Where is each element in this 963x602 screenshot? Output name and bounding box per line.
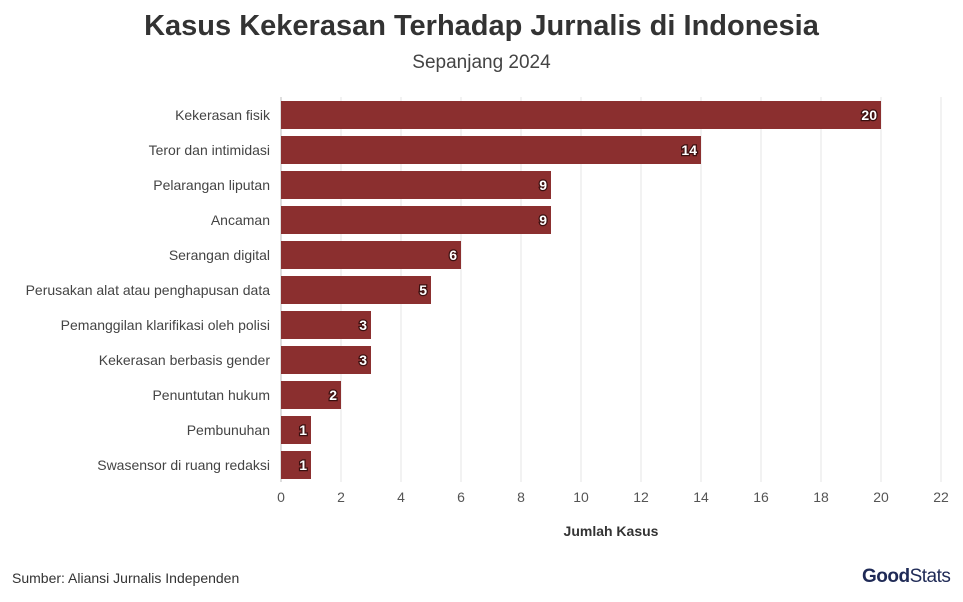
bar [281, 241, 461, 269]
category-label: Pelarangan liputan [153, 177, 270, 193]
data-label: 1 [299, 422, 307, 438]
x-tick-label: 12 [633, 489, 649, 505]
goodstats-logo: GoodStats [862, 566, 951, 588]
x-tick-label: 22 [933, 489, 949, 505]
data-label: 9 [539, 177, 547, 193]
category-label: Kekerasan fisik [175, 107, 271, 123]
x-tick-label: 16 [753, 489, 769, 505]
category-label: Ancaman [211, 212, 270, 228]
category-label: Swasensor di ruang redaksi [97, 457, 270, 473]
category-label: Kekerasan berbasis gender [99, 352, 271, 368]
data-label: 1 [299, 457, 307, 473]
bar [281, 101, 881, 129]
logo-good-text: Good [862, 566, 910, 587]
category-label: Perusakan alat atau penghapusan data [26, 282, 271, 298]
category-label: Penuntutan hukum [152, 387, 270, 403]
category-labels: Kekerasan fisik Teror dan intimidasi Pelar… [26, 107, 271, 473]
bar [281, 381, 341, 409]
data-labels: 20 14 9 9 6 5 3 3 2 1 1 [298, 106, 879, 475]
bars [281, 101, 881, 479]
bar [281, 346, 371, 374]
bar [281, 171, 551, 199]
bar [281, 451, 311, 479]
data-label: 9 [539, 212, 547, 228]
x-tick-label: 6 [457, 489, 465, 505]
logo-stats-text: Stats [909, 566, 951, 587]
x-tick-label: 14 [693, 489, 709, 505]
category-label: Teror dan intimidasi [149, 142, 270, 158]
category-label: Pembunuhan [187, 422, 270, 438]
x-tick-label: 8 [517, 489, 525, 505]
data-label: 6 [449, 247, 457, 263]
tick-labels: 0 2 4 6 8 10 12 14 16 18 20 22 [277, 489, 949, 505]
category-label: Pemanggilan klarifikasi oleh polisi [61, 317, 270, 333]
data-label: 14 [681, 142, 697, 158]
data-label: 5 [419, 282, 427, 298]
chart-subtitle: Sepanjang 2024 [412, 52, 551, 73]
source-note: Sumber: Aliansi Jurnalis Independen [12, 570, 240, 586]
data-label: 2 [329, 387, 337, 403]
bar [281, 206, 551, 234]
data-label: 3 [359, 352, 367, 368]
chart-title: Kasus Kekerasan Terhadap Jurnalis di Ind… [144, 10, 819, 42]
x-tick-label: 18 [813, 489, 829, 505]
x-tick-label: 10 [573, 489, 589, 505]
x-tick-label: 2 [337, 489, 345, 505]
bar-chart: Kekerasan fisik Teror dan intimidasi Pelar… [26, 97, 949, 539]
data-label: 3 [359, 317, 367, 333]
bar [281, 276, 431, 304]
data-label: 20 [861, 107, 877, 123]
x-axis-title: Jumlah Kasus [564, 523, 659, 539]
bar [281, 311, 371, 339]
bar [281, 136, 701, 164]
category-label: Serangan digital [169, 247, 270, 263]
x-tick-label: 4 [397, 489, 405, 505]
x-tick-label: 20 [873, 489, 889, 505]
bar [281, 416, 311, 444]
x-tick-label: 0 [277, 489, 285, 505]
